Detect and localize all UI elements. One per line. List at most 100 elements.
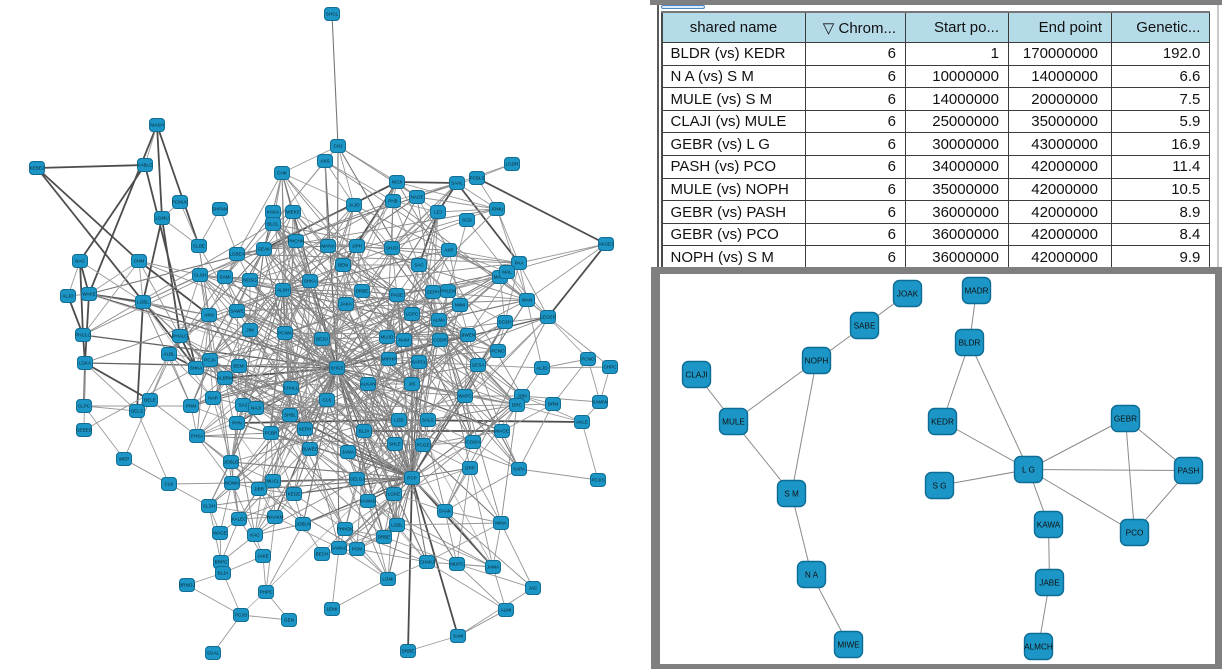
svg-text:PCO: PCO [1125, 528, 1143, 537]
svg-text:BELE: BELE [144, 398, 156, 403]
svg-text:SHGE: SHGE [330, 366, 343, 371]
svg-text:CHAKJ: CHAKJ [419, 560, 434, 565]
svg-text:MULE: MULE [722, 417, 745, 426]
svg-text:GESA: GESA [472, 363, 486, 368]
svg-text:KAWA: KAWA [1036, 520, 1060, 529]
svg-text:KEDR: KEDR [931, 417, 954, 426]
svg-text:BRNOJ: BRNOJ [179, 583, 195, 588]
svg-text:WAN: WAN [522, 298, 533, 303]
svg-text:ALSH: ALSH [277, 288, 289, 293]
svg-text:WEP: WEP [119, 457, 129, 462]
svg-text:PCP: PCP [407, 476, 416, 481]
svg-text:MUCL: MUCL [266, 479, 279, 484]
svg-text:JIBR: JIBR [254, 487, 265, 492]
svg-text:MUPC: MUPC [450, 562, 464, 567]
svg-text:PCM: PCM [352, 547, 362, 552]
svg-text:WAKE: WAKE [82, 292, 95, 297]
svg-text:SAAK: SAAK [439, 509, 452, 514]
svg-text:MIMI: MIMI [455, 303, 465, 308]
svg-text:SAAL: SAAL [451, 181, 463, 186]
svg-text:SAJ: SAJ [239, 403, 247, 408]
svg-text:SAM: SAM [453, 634, 463, 639]
svg-text:LGPC: LGPC [406, 312, 419, 317]
svg-text:SGAL: SGAL [207, 651, 220, 656]
svg-text:CHM: CHM [134, 259, 145, 264]
svg-text:JIPH: JIPH [352, 244, 362, 249]
svg-text:PHPC: PHPC [260, 590, 273, 595]
svg-text:DRM: DRM [548, 402, 559, 407]
svg-text:KEBEJ: KEBEJ [30, 166, 45, 171]
svg-text:CHK: CHK [277, 171, 288, 176]
svg-text:KALEC: KALEC [231, 517, 247, 522]
svg-text:LEMI: LEMI [327, 607, 338, 612]
svg-text:COSH: COSH [466, 440, 479, 445]
svg-text:JIM: JIM [246, 328, 254, 333]
svg-text:CLPC: CLPC [78, 404, 91, 409]
svg-text:JAJO: JAJO [348, 203, 360, 208]
svg-text:SHKA: SHKA [304, 279, 317, 284]
svg-text:PAGE: PAGE [391, 293, 403, 298]
svg-text:LGD: LGD [394, 418, 404, 423]
svg-text:GEPH: GEPH [426, 290, 439, 295]
svg-text:ALMI: ALMI [501, 608, 512, 613]
svg-text:PCJO: PCJO [235, 613, 248, 618]
svg-text:LGBL: LGBL [391, 523, 403, 528]
svg-text:SHBL: SHBL [284, 413, 296, 418]
svg-text:PHM: PHM [186, 404, 196, 409]
svg-text:LEGEP: LEGEP [540, 315, 555, 320]
svg-text:NAJI: NAJI [251, 406, 261, 411]
svg-text:AKS: AKS [320, 159, 329, 164]
svg-text:LGMU: LGMU [155, 216, 168, 221]
svg-text:SHLE: SHLE [389, 442, 401, 447]
svg-text:GEBR: GEBR [1113, 414, 1136, 423]
svg-text:PHB: PHB [388, 199, 397, 204]
svg-text:JAKE: JAKE [257, 554, 269, 559]
svg-text:GEBED: GEBED [76, 428, 93, 433]
svg-text:SHPAM: SHPAM [212, 207, 228, 212]
svg-text:BLDR: BLDR [958, 338, 980, 347]
svg-text:LGKA: LGKA [79, 361, 92, 366]
svg-text:CLAJI: CLAJI [685, 370, 707, 379]
svg-text:SAPCL: SAPCL [411, 360, 427, 365]
svg-text:JIS: JIS [409, 382, 416, 387]
svg-text:ALMCH: ALMCH [1024, 642, 1053, 651]
svg-text:CHJ: CHJ [334, 144, 343, 149]
svg-text:BECH: BECH [316, 552, 329, 557]
svg-text:SABE: SABE [853, 321, 875, 330]
svg-text:SAC: SAC [414, 263, 424, 268]
svg-text:NAGE: NAGE [410, 195, 423, 200]
svg-text:CLBE: CLBE [193, 244, 205, 249]
svg-text:JIWEN: JIWEN [461, 333, 475, 338]
svg-text:JOBLD: JOBLD [224, 460, 239, 465]
svg-text:DRC: DRC [512, 403, 523, 408]
svg-text:BEJO: BEJO [316, 337, 328, 342]
svg-text:LGDR: LGDR [506, 162, 519, 167]
svg-text:PCBLS: PCBLS [469, 176, 484, 181]
svg-text:PASH: PASH [1177, 466, 1199, 475]
svg-text:DRP: DRP [465, 466, 475, 471]
svg-text:CHPC: CHPC [603, 365, 617, 370]
svg-text:ALBRM: ALBRM [217, 376, 233, 381]
svg-text:LEJ: LEJ [434, 210, 442, 215]
svg-text:JAMA: JAMA [342, 450, 355, 455]
svg-text:MINA: MINA [495, 521, 507, 526]
svg-text:GEN: GEN [284, 618, 294, 623]
svg-text:BLJA: BLJA [218, 571, 230, 576]
svg-text:DRBE: DRBE [356, 289, 369, 294]
svg-text:SHJO: SHJO [386, 246, 399, 251]
svg-text:MADR: MADR [964, 286, 988, 295]
svg-text:PHCHN: PHCHN [288, 239, 304, 244]
svg-text:PCJIS: PCJIS [591, 478, 604, 483]
svg-text:AKGEJ: AKGEJ [598, 242, 613, 247]
svg-text:CODR: CODR [433, 338, 447, 343]
svg-text:MIWE: MIWE [837, 640, 860, 649]
svg-text:SHKA: SHKA [190, 366, 203, 371]
svg-text:NAC: NAC [75, 259, 85, 264]
svg-text:GELG: GELG [131, 409, 144, 414]
svg-text:CLSH: CLSH [203, 504, 215, 509]
svg-text:SHCL: SHCL [326, 12, 339, 17]
svg-text:JABE: JABE [1039, 578, 1060, 587]
svg-text:PHSA: PHSA [191, 434, 204, 439]
svg-text:GELGJ: GELGJ [349, 477, 364, 482]
svg-text:LGKE: LGKE [388, 492, 400, 497]
